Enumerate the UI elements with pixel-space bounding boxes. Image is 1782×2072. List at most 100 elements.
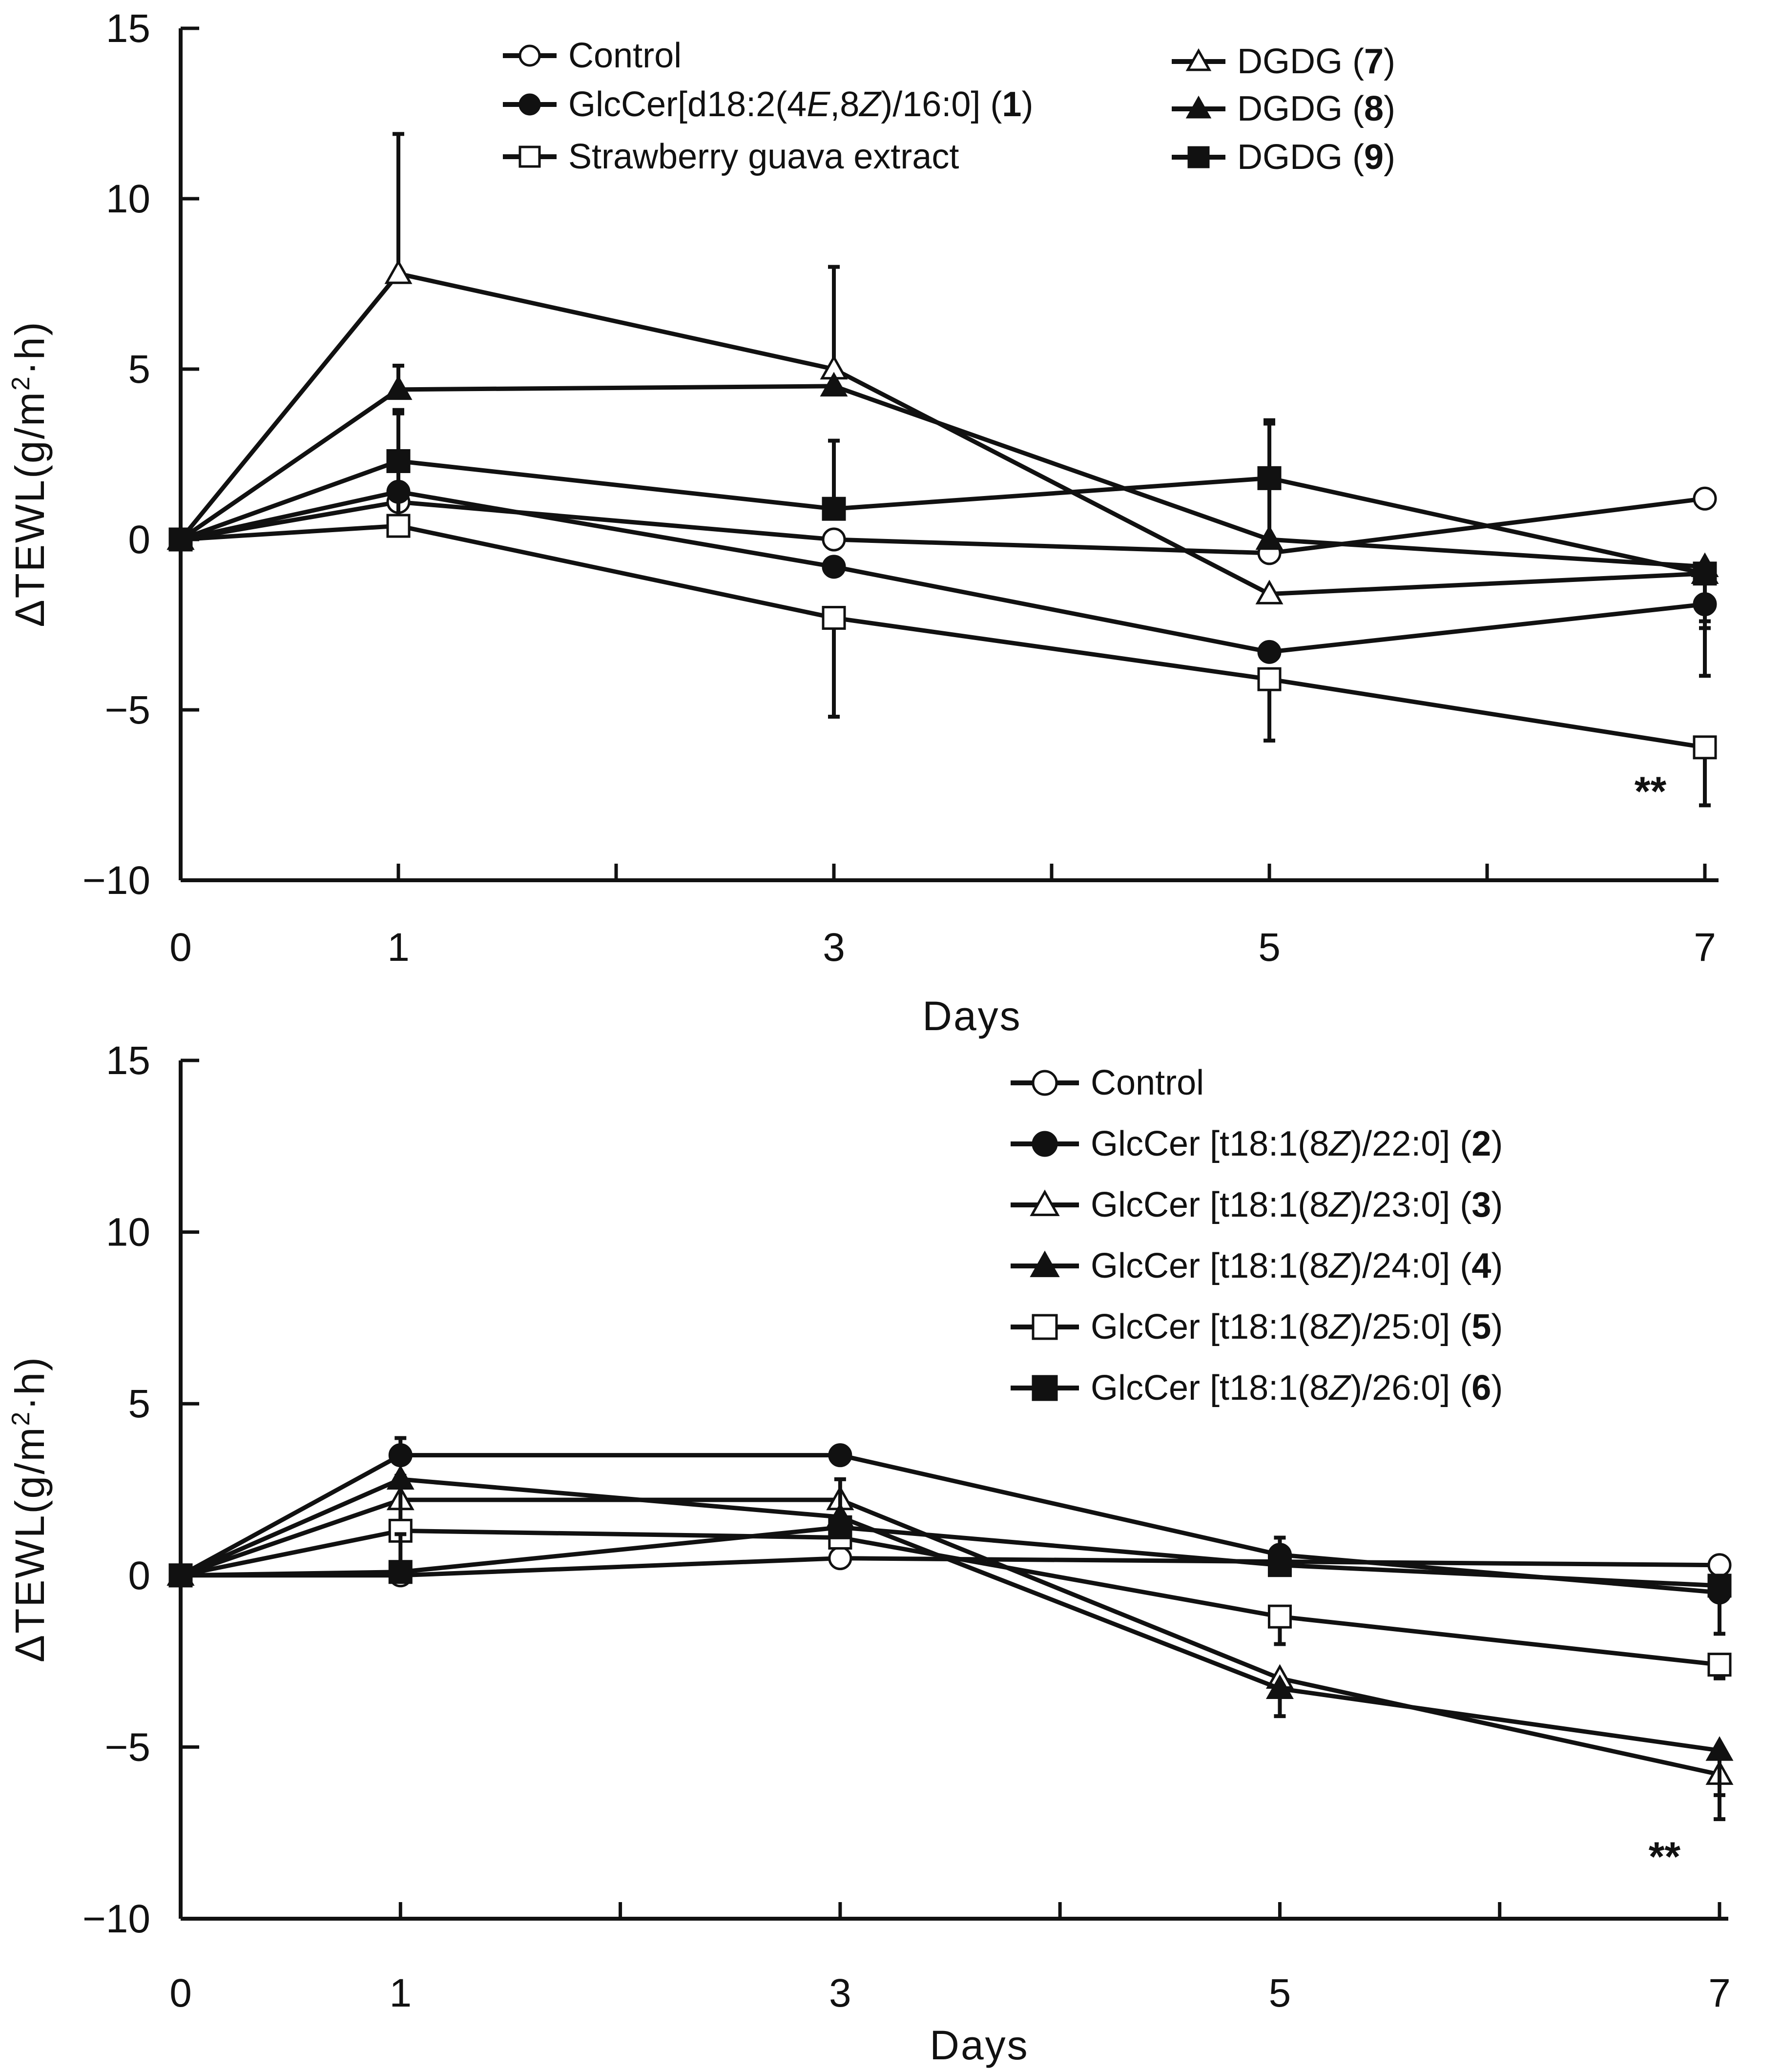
legend: Control GlcCer [t18:1(8Z)/22:0] (2) GlcCer… xyxy=(1011,1063,1503,1408)
data-point xyxy=(1705,1736,1734,1761)
legend-marker xyxy=(518,145,541,168)
data-point xyxy=(822,497,846,521)
legend-entry: DGDG (8) xyxy=(1172,89,1395,128)
y-tick-label: 5 xyxy=(128,1382,150,1426)
x-tick-label: 1 xyxy=(387,925,410,970)
legend-marker xyxy=(1030,1189,1060,1216)
y-tick-label: −10 xyxy=(83,1897,150,1941)
series-line xyxy=(179,271,1705,597)
data-point xyxy=(822,555,846,579)
significance-label: ** xyxy=(1649,1834,1681,1880)
legend-entry: GlcCer [t18:1(8Z)/24:0] (4) xyxy=(1011,1246,1503,1285)
data-point xyxy=(1707,1653,1732,1677)
legend-label: GlcCer [t18:1(8Z)/22:0] (2) xyxy=(1091,1124,1503,1163)
data-point xyxy=(1257,466,1282,490)
legend-marker xyxy=(1185,95,1212,119)
data-point xyxy=(1257,667,1282,691)
legend-marker xyxy=(1032,1070,1058,1096)
legend-marker xyxy=(518,44,541,67)
legend-entry: GlcCer [t18:1(8Z)/26:0] (6) xyxy=(1011,1368,1503,1408)
legend-marker xyxy=(1030,1250,1060,1277)
data-point xyxy=(1255,525,1284,550)
y-tick-label: −5 xyxy=(105,1725,151,1769)
legend-entry: GlcCer[d18:2(4E,8Z)/16:0] (1) xyxy=(503,85,1033,124)
data-point xyxy=(1267,1604,1292,1629)
top-panel: 15 10 5 0 −5 −10 0 1 3 5 7 Days ΔTEWL(g/m2·h) ** Contr… xyxy=(7,6,1719,1039)
y-tick-label: 15 xyxy=(106,1038,150,1083)
y-axis-title: ΔTEWL(g/m2·h) xyxy=(7,320,53,627)
data-point xyxy=(1693,561,1717,586)
data-point xyxy=(388,1443,413,1468)
data-point xyxy=(388,1560,413,1584)
legend-label: Control xyxy=(1091,1063,1204,1102)
legend-label: GlcCer [t18:1(8Z)/24:0] (4) xyxy=(1091,1246,1503,1285)
legend-entry: DGDG (7) xyxy=(1172,42,1395,81)
legend: Control GlcCer[d18:2(4E,8Z)/16:0] (1) Stra… xyxy=(503,36,1395,177)
series-line xyxy=(180,1528,1720,1667)
data-point xyxy=(1257,640,1282,664)
data-point xyxy=(1693,735,1717,760)
data-point xyxy=(820,372,848,397)
legend-entry: Control xyxy=(1011,1063,1204,1102)
bottom-panel: 15 10 5 0 −5 −10 0 1 3 5 7 Days ΔTEWL(g/m2·h) ** Contr… xyxy=(7,1038,1734,2068)
data-point xyxy=(1707,1574,1732,1598)
x-axis-title: Days xyxy=(930,2022,1029,2068)
legend-label: GlcCer[d18:2(4E,8Z)/16:0] (1) xyxy=(568,85,1033,124)
data-point xyxy=(828,1515,852,1539)
legend-label: DGDG (7) xyxy=(1237,42,1395,81)
data-point xyxy=(828,1443,852,1468)
legend-marker xyxy=(1032,1131,1058,1157)
legend-label: Control xyxy=(568,36,682,75)
x-tick-label: 3 xyxy=(829,1971,851,2015)
x-tick-label: 0 xyxy=(169,925,192,970)
data-point xyxy=(386,449,411,473)
legend-marker xyxy=(1185,48,1212,71)
x-tick-label: 1 xyxy=(389,1971,412,2015)
series-6 xyxy=(168,1515,1732,1636)
data-point xyxy=(384,375,413,400)
data-point xyxy=(822,606,846,630)
y-tick-label: 0 xyxy=(128,518,150,562)
data-point xyxy=(828,1546,852,1571)
series-line xyxy=(180,523,1705,750)
legend-label: Strawberry guava extract xyxy=(568,137,959,176)
data-point xyxy=(1267,1553,1292,1577)
y-tick-label: 0 xyxy=(128,1554,150,1598)
x-tick-label: 5 xyxy=(1269,1971,1291,2015)
legend-marker xyxy=(1032,1314,1058,1340)
data-point xyxy=(384,259,413,284)
legend-entry: GlcCer [t18:1(8Z)/23:0] (3) xyxy=(1011,1185,1503,1224)
data-point xyxy=(1707,1553,1732,1577)
x-tick-label: 5 xyxy=(1258,925,1281,970)
legend-marker xyxy=(1187,146,1210,168)
y-tick-label: 10 xyxy=(106,177,150,221)
x-tick-label: 7 xyxy=(1694,925,1716,970)
legend-label: DGDG (8) xyxy=(1237,89,1395,128)
legend-label: DGDG (9) xyxy=(1237,138,1395,177)
x-tick-label: 0 xyxy=(169,1971,192,2015)
legend-entry: Strawberry guava extract xyxy=(503,137,959,176)
y-tick-label: −10 xyxy=(83,858,150,903)
y-tick-label: 10 xyxy=(106,1210,150,1255)
legend-entry: Control xyxy=(503,36,682,75)
y-tick-label: −5 xyxy=(105,688,151,732)
legend-entry: GlcCer [t18:1(8Z)/22:0] (2) xyxy=(1011,1124,1503,1163)
data-point xyxy=(168,527,193,552)
legend-label: GlcCer [t18:1(8Z)/26:0] (6) xyxy=(1091,1368,1503,1408)
legend-label: GlcCer [t18:1(8Z)/25:0] (5) xyxy=(1091,1307,1503,1347)
data-point xyxy=(1265,1674,1294,1699)
x-tick-label: 7 xyxy=(1708,1971,1731,2015)
x-tick-label: 3 xyxy=(823,925,845,970)
series-line xyxy=(179,384,1705,569)
data-point xyxy=(1693,486,1717,511)
x-axis-title: Days xyxy=(922,993,1021,1039)
data-point xyxy=(386,514,411,538)
legend-marker xyxy=(518,93,541,116)
legend-entry: GlcCer [t18:1(8Z)/25:0] (5) xyxy=(1011,1307,1503,1347)
data-point xyxy=(1255,580,1284,604)
series-4 xyxy=(166,1465,1734,1797)
data-point xyxy=(168,1563,193,1588)
y-tick-label: 5 xyxy=(128,347,150,392)
legend-marker xyxy=(1032,1375,1058,1401)
y-tick-label: 15 xyxy=(106,6,150,51)
